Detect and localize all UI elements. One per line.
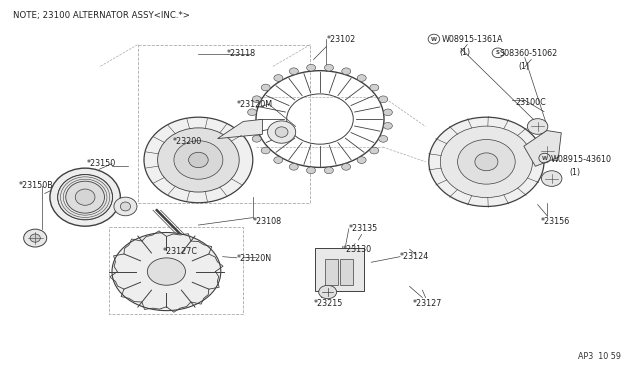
- Ellipse shape: [379, 96, 388, 103]
- Ellipse shape: [370, 147, 379, 154]
- Text: (1): (1): [460, 48, 470, 57]
- Ellipse shape: [342, 164, 351, 170]
- Ellipse shape: [379, 135, 388, 142]
- Ellipse shape: [268, 121, 296, 143]
- Ellipse shape: [157, 128, 239, 192]
- Text: *23120N: *23120N: [237, 254, 272, 263]
- Ellipse shape: [248, 109, 257, 116]
- Ellipse shape: [357, 157, 366, 163]
- Ellipse shape: [537, 143, 557, 158]
- Text: *23102: *23102: [326, 35, 356, 44]
- Ellipse shape: [324, 167, 333, 174]
- Ellipse shape: [475, 153, 498, 171]
- Ellipse shape: [429, 117, 544, 206]
- Ellipse shape: [58, 174, 113, 220]
- Ellipse shape: [319, 285, 337, 299]
- Ellipse shape: [120, 202, 131, 211]
- FancyBboxPatch shape: [315, 248, 364, 291]
- Ellipse shape: [112, 232, 221, 311]
- Ellipse shape: [261, 84, 270, 91]
- Ellipse shape: [275, 127, 288, 137]
- Text: (1): (1): [570, 169, 580, 177]
- Ellipse shape: [144, 117, 253, 203]
- Text: *23130: *23130: [342, 245, 372, 254]
- Text: *23200: *23200: [173, 137, 202, 146]
- Text: *23118: *23118: [227, 49, 257, 58]
- Text: *23215: *23215: [314, 299, 343, 308]
- Text: W: W: [541, 155, 548, 161]
- Ellipse shape: [76, 189, 95, 205]
- Ellipse shape: [147, 258, 186, 285]
- Text: *23108: *23108: [253, 217, 282, 226]
- Polygon shape: [524, 131, 561, 166]
- FancyBboxPatch shape: [340, 259, 353, 285]
- Text: *23127: *23127: [413, 299, 442, 308]
- Text: *23124: *23124: [400, 252, 429, 261]
- Ellipse shape: [289, 68, 298, 74]
- Ellipse shape: [174, 141, 223, 179]
- Text: 23100C: 23100C: [515, 98, 546, 107]
- Ellipse shape: [189, 152, 208, 168]
- Text: S08360-51062: S08360-51062: [499, 49, 557, 58]
- Ellipse shape: [261, 147, 270, 154]
- Ellipse shape: [30, 234, 40, 242]
- Text: *23156: *23156: [541, 217, 570, 226]
- Text: AP3  10 59: AP3 10 59: [578, 352, 621, 361]
- Ellipse shape: [383, 109, 392, 116]
- Ellipse shape: [66, 181, 104, 213]
- Text: W: W: [431, 36, 437, 42]
- Ellipse shape: [458, 140, 515, 184]
- Ellipse shape: [274, 157, 283, 163]
- Text: *23127C: *23127C: [163, 247, 198, 256]
- Ellipse shape: [307, 64, 316, 71]
- Text: W08915-43610: W08915-43610: [550, 155, 611, 164]
- Text: *23150: *23150: [86, 159, 116, 168]
- Ellipse shape: [24, 229, 47, 247]
- Ellipse shape: [357, 75, 366, 81]
- Ellipse shape: [440, 126, 532, 198]
- Text: S: S: [496, 50, 500, 55]
- Ellipse shape: [307, 167, 316, 174]
- Ellipse shape: [324, 64, 333, 71]
- Ellipse shape: [527, 119, 548, 134]
- Text: *23120M: *23120M: [237, 100, 273, 109]
- Text: NOTE; 23100 ALTERNATOR ASSY<INC.*>: NOTE; 23100 ALTERNATOR ASSY<INC.*>: [13, 11, 189, 20]
- Ellipse shape: [383, 122, 392, 129]
- Text: *23135: *23135: [349, 224, 378, 233]
- Ellipse shape: [541, 171, 562, 186]
- Text: *23150B: *23150B: [19, 182, 54, 190]
- Ellipse shape: [342, 68, 351, 75]
- Text: W08915-1361A: W08915-1361A: [442, 35, 503, 44]
- Ellipse shape: [114, 197, 137, 216]
- Ellipse shape: [252, 96, 261, 103]
- FancyBboxPatch shape: [325, 259, 338, 285]
- Ellipse shape: [252, 135, 261, 142]
- Ellipse shape: [50, 168, 120, 226]
- Ellipse shape: [370, 84, 379, 91]
- Polygon shape: [218, 119, 262, 139]
- Ellipse shape: [274, 75, 283, 81]
- Ellipse shape: [289, 163, 298, 170]
- Text: (1): (1): [518, 62, 529, 71]
- Ellipse shape: [248, 122, 257, 129]
